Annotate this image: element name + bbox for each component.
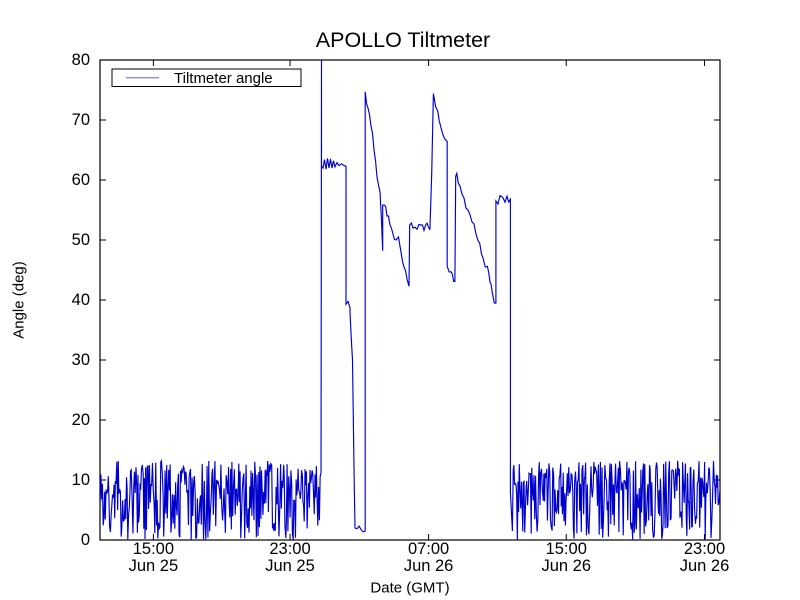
svg-text:23:00: 23:00 [684,540,725,558]
svg-text:Jun 25: Jun 25 [265,557,315,575]
svg-text:Jun 26: Jun 26 [680,557,730,575]
svg-text:20: 20 [72,411,90,429]
svg-text:40: 40 [72,291,90,309]
svg-text:Tiltmeter angle: Tiltmeter angle [174,70,273,87]
svg-text:Jun 26: Jun 26 [404,557,454,575]
svg-text:80: 80 [72,51,90,69]
svg-text:Jun 25: Jun 25 [129,557,179,575]
svg-text:60: 60 [72,171,90,189]
svg-text:15:00: 15:00 [133,540,174,558]
svg-text:15:00: 15:00 [546,540,587,558]
svg-text:0: 0 [81,531,90,549]
svg-text:70: 70 [72,111,90,129]
svg-text:Jun 26: Jun 26 [541,557,591,575]
svg-text:30: 30 [72,351,90,369]
svg-text:10: 10 [72,471,90,489]
svg-text:50: 50 [72,231,90,249]
svg-text:23:00: 23:00 [269,540,310,558]
svg-text:07:00: 07:00 [408,540,449,558]
